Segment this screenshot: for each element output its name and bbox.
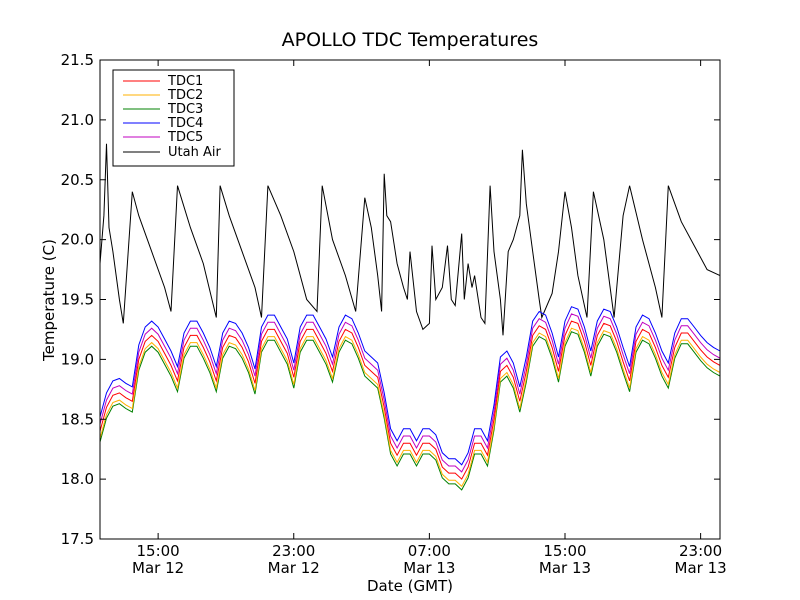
x-tick-time-label: 07:00 (408, 542, 451, 560)
series-line-tdc3 (99, 331, 721, 491)
y-axis-label: Temperature (C) (40, 239, 58, 362)
x-tick-date-label: Mar 12 (132, 559, 184, 577)
legend-label-tdc3: TDC3 (167, 102, 203, 117)
y-tick-label: 21.0 (61, 111, 94, 129)
x-tick-date-label: Mar 13 (403, 559, 455, 577)
series-line-tdc2 (99, 327, 721, 488)
series-layer (99, 143, 721, 491)
series-line-tdc5 (99, 313, 721, 473)
y-tick-label: 18.5 (61, 410, 94, 428)
legend: TDC1 TDC2 TDC3 TDC4 TDC5 Utah Air (112, 69, 235, 167)
x-tick-time-label: 23:00 (272, 542, 315, 560)
legend-label-utah-air: Utah Air (168, 145, 221, 160)
x-tick-time-label: 15:00 (137, 542, 180, 560)
y-tick-label: 18.0 (61, 470, 94, 488)
series-line-utah-air (99, 143, 721, 336)
x-tick-date-label: Mar 13 (675, 559, 727, 577)
chart-title: APOLLO TDC Temperatures (282, 29, 539, 51)
x-tick-time-label: 23:00 (679, 542, 722, 560)
y-tick-label: 20.5 (61, 171, 94, 189)
tick-layer: 17.5 18.0 18.5 19.0 19.5 20.0 20.5 21.0 21.5 15:0… (61, 51, 727, 577)
plot-frame (99, 59, 721, 540)
y-axis-label-group: Temperature (C) (40, 239, 58, 362)
legend-box (112, 69, 235, 167)
series-line-tdc1 (99, 320, 721, 480)
y-tick-label: 19.5 (61, 291, 94, 309)
y-tick-label: 21.5 (61, 51, 94, 69)
y-tick-label: 20.0 (61, 231, 94, 249)
x-tick-date-label: Mar 12 (268, 559, 320, 577)
y-tick-label: 17.5 (61, 530, 94, 548)
x-tick-date-label: Mar 13 (539, 559, 591, 577)
x-axis-label: Date (GMT) (367, 577, 453, 595)
series-line-tdc4 (99, 306, 721, 466)
legend-label-tdc1: TDC1 (167, 74, 203, 89)
legend-label-tdc4: TDC4 (167, 116, 203, 131)
y-tick-label: 19.0 (61, 350, 94, 368)
x-tick-time-label: 15:00 (543, 542, 586, 560)
legend-label-tdc2: TDC2 (167, 88, 203, 103)
legend-label-tdc5: TDC5 (167, 130, 203, 145)
